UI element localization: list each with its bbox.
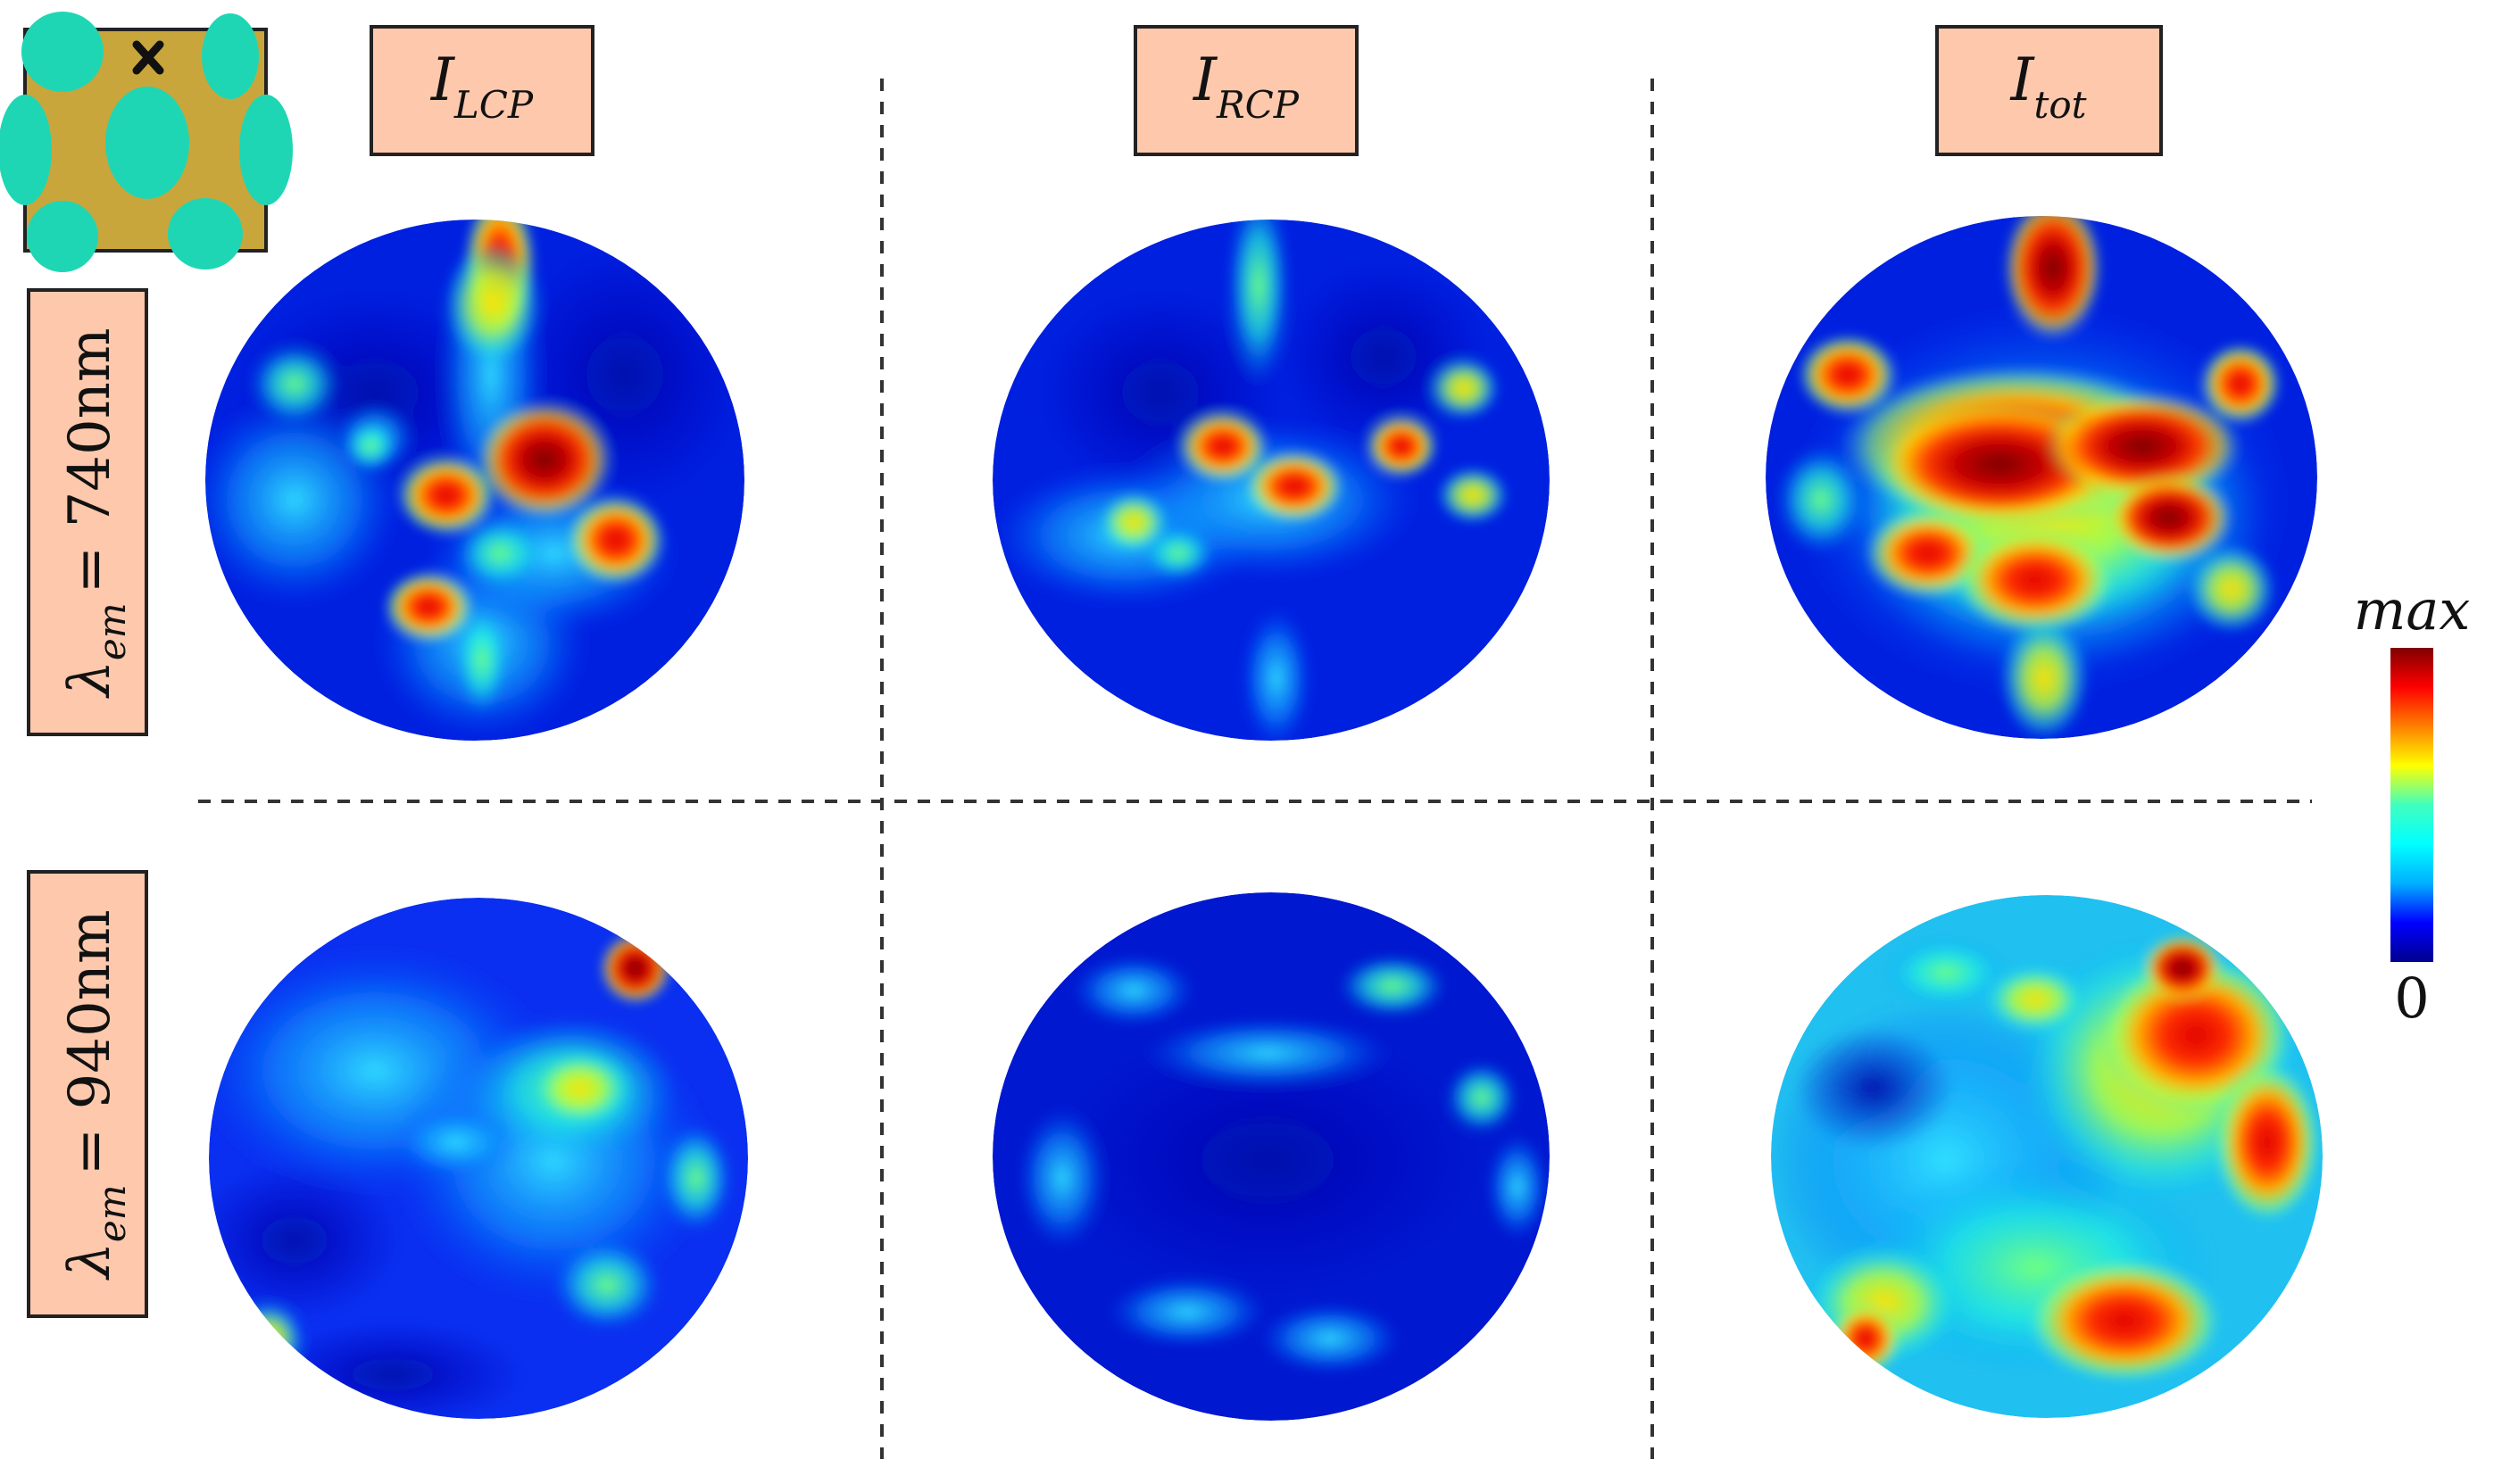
column-label-rcp-symbol: I (1193, 46, 1218, 114)
row-label-940-symbol: λ (57, 1242, 123, 1281)
unit-cell-inset (0, 12, 293, 272)
heatmap-740-rcp (993, 220, 1550, 741)
colorbar-gradient (2390, 648, 2433, 962)
row-label-740-subscript: em (90, 602, 134, 660)
colorbar-max-label: max (2354, 577, 2471, 643)
heatmap-740-lcp (205, 220, 744, 741)
heatmap-740-tot (1766, 216, 2317, 739)
colorbar: max 0 (2354, 577, 2471, 1031)
colorbar-min-label: 0 (2394, 966, 2429, 1031)
svg-text:IRCP: IRCP (1193, 46, 1300, 127)
column-label-lcp: ILCP (370, 25, 594, 156)
column-label-rcp-subscript: RCP (1216, 83, 1300, 127)
column-label-tot-symbol: I (2009, 46, 2035, 114)
row-label-740-symbol: λ (57, 660, 123, 700)
heatmap-940-rcp (993, 892, 1550, 1421)
x-mark-icon (132, 40, 164, 75)
row-label-740: λem = 740nm (27, 288, 148, 736)
heatmap-940-lcp (209, 898, 748, 1419)
svg-text:ILCP: ILCP (430, 46, 534, 127)
svg-text:λem= 740nm: λem = 740nm (57, 327, 134, 699)
row-label-940-subscript: em (90, 1184, 134, 1242)
column-label-lcp-subscript: LCP (453, 83, 534, 127)
heatmap-940-tot (1771, 895, 2323, 1418)
svg-text:λem= 940nm: λem = 940nm (57, 909, 134, 1281)
row-label-740-value: = 740nm (57, 327, 123, 593)
column-label-tot: Itot (1935, 25, 2163, 156)
column-label-tot-subscript: tot (2034, 83, 2087, 127)
column-label-lcp-symbol: I (430, 46, 456, 114)
inset-holes (0, 12, 293, 272)
column-label-rcp: IRCP (1134, 25, 1359, 156)
row-label-940-value: = 940nm (57, 909, 123, 1175)
row-label-940: λem = 940nm (27, 870, 148, 1318)
svg-text:Itot: Itot (2009, 46, 2086, 127)
grid-dividers (198, 79, 2312, 1459)
